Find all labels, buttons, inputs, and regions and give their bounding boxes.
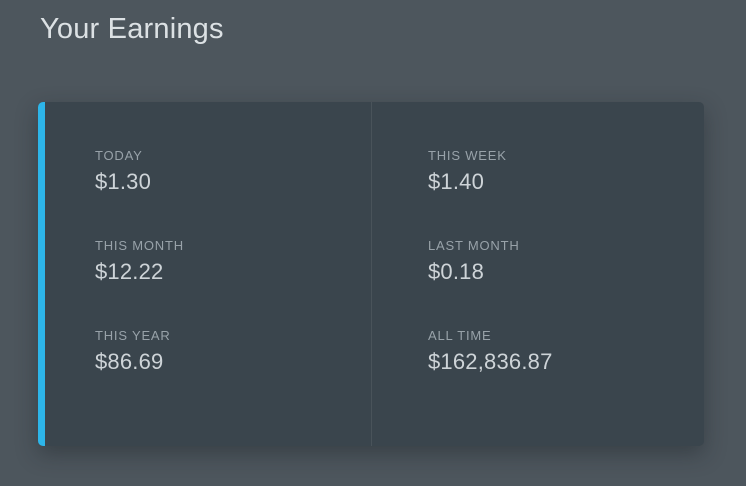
stat-block-this-month: THIS MONTH $12.22 [38, 238, 371, 286]
stat-label: THIS WEEK [428, 148, 507, 163]
earnings-stats-grid: TODAY $1.30 THIS WEEK $1.40 THIS MONTH $… [38, 102, 704, 376]
stat-block-today: TODAY $1.30 [38, 148, 371, 196]
stat-label: LAST MONTH [428, 238, 520, 253]
column-divider [371, 102, 372, 446]
stat-value: $1.30 [95, 169, 152, 194]
stat-label: TODAY [95, 148, 143, 163]
stat-label: THIS MONTH [95, 238, 184, 253]
page-title: Your Earnings [40, 13, 224, 45]
stat-block-this-year: THIS YEAR $86.69 [38, 328, 371, 376]
stat-value: $12.22 [95, 259, 164, 284]
stat-block-last-month: LAST MONTH $0.18 [371, 238, 704, 286]
stat-label: ALL TIME [428, 328, 492, 343]
stat-value: $86.69 [95, 349, 164, 374]
stat-value: $1.40 [428, 169, 485, 194]
stat-block-this-week: THIS WEEK $1.40 [371, 148, 704, 196]
stat-block-all-time: ALL TIME $162,836.87 [371, 328, 704, 376]
earnings-card: TODAY $1.30 THIS WEEK $1.40 THIS MONTH $… [38, 102, 704, 446]
accent-bar [38, 102, 45, 446]
stat-label: THIS YEAR [95, 328, 171, 343]
stat-value: $0.18 [428, 259, 485, 284]
stat-value: $162,836.87 [428, 349, 553, 374]
